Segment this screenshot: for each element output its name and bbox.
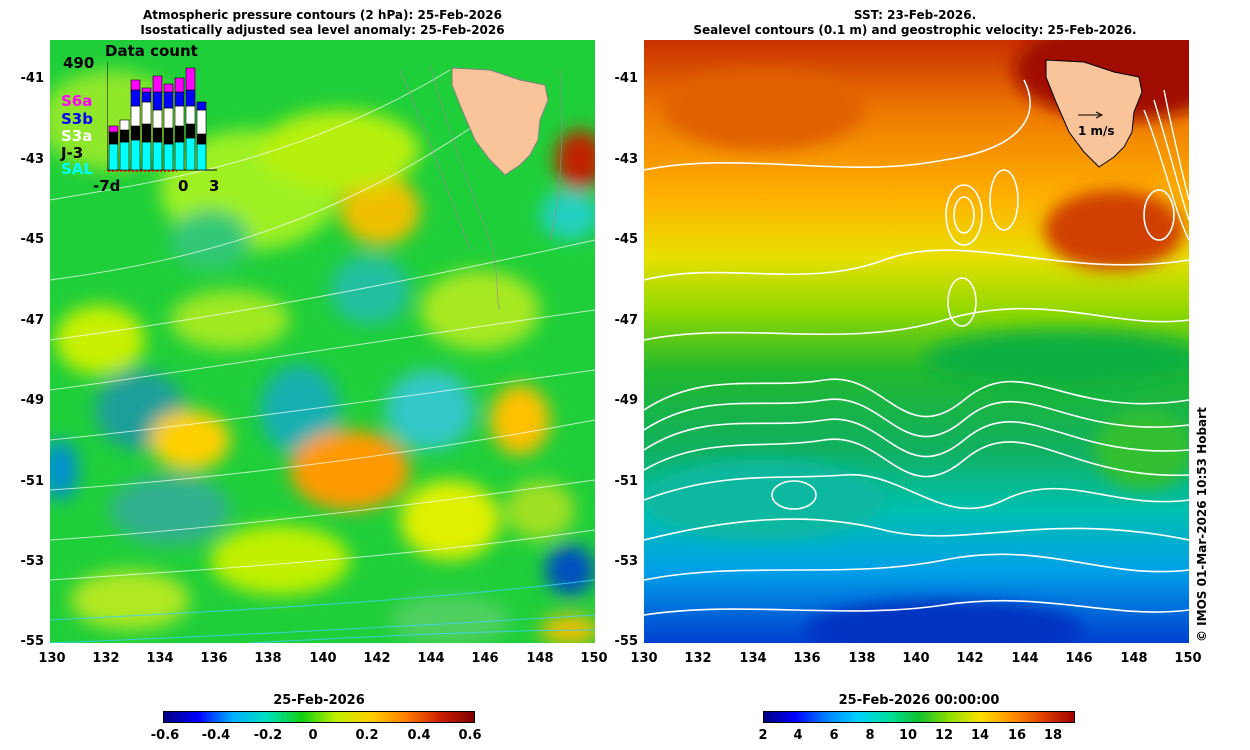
left-title: Atmospheric pressure contours (2 hPa): 2… — [50, 8, 595, 38]
right-cbtick-8: 8 — [865, 728, 875, 743]
left-title-line2: Isostatically adjusted sea level anomaly… — [140, 23, 505, 37]
tasmania-land-sst — [1045, 59, 1143, 168]
left-ytick-41: -41 — [20, 71, 45, 86]
data-count-inset: Data count 490 S6a S3b S3a J-3 SAL -7d 0… — [55, 42, 219, 195]
right-cbtick-2: 2 — [758, 728, 768, 743]
inset-x-label-end: 3 — [209, 177, 220, 195]
left-xtick-140: 140 — [309, 651, 337, 666]
left-cbtick-2: -0.2 — [253, 728, 283, 743]
legend-s3a: S3a — [61, 127, 93, 145]
right-xtick-130: 130 — [630, 651, 658, 666]
right-title-line2: Sealevel contours (0.1 m) and geostrophi… — [693, 23, 1137, 37]
right-cbtick-10: 10 — [898, 728, 918, 743]
legend-sal: SAL — [61, 160, 93, 178]
right-colorbar — [763, 711, 1075, 723]
tasmania-land — [451, 67, 549, 176]
right-title: SST: 23-Feb-2026. Sealevel contours (0.1… — [640, 8, 1190, 38]
left-xtick-142: 142 — [363, 651, 391, 666]
inset-x-label-zero: 0 — [178, 177, 189, 195]
right-cbtick-12: 12 — [934, 728, 954, 743]
right-cbtick-4: 4 — [793, 728, 803, 743]
left-xtick-134: 134 — [146, 651, 174, 666]
right-xtick-146: 146 — [1065, 651, 1093, 666]
right-ytick-43: -43 — [614, 152, 639, 167]
right-xtick-134: 134 — [739, 651, 767, 666]
legend-s3b: S3b — [61, 110, 93, 128]
left-cbtick-5: 0.4 — [407, 728, 431, 743]
left-xtick-144: 144 — [417, 651, 445, 666]
right-xtick-136: 136 — [793, 651, 821, 666]
right-map[interactable]: 1 m/s — [644, 40, 1189, 643]
left-ytick-47: -47 — [20, 313, 45, 328]
left-xtick-136: 136 — [200, 651, 228, 666]
left-ytick-55: -55 — [20, 634, 45, 649]
sst-field — [644, 40, 1189, 643]
legend-j3: J-3 — [61, 144, 84, 162]
left-title-line1: Atmospheric pressure contours (2 hPa): 2… — [143, 8, 502, 22]
right-ytick-51: -51 — [614, 474, 639, 489]
right-xtick-144: 144 — [1011, 651, 1039, 666]
right-title-line1: SST: 23-Feb-2026. — [853, 8, 977, 22]
data-count-histogram — [107, 62, 217, 172]
left-cbtick-6: 0.6 — [458, 728, 482, 743]
left-xtick-130: 130 — [38, 651, 66, 666]
right-colorbar-title: 25-Feb-2026 00:00:00 — [838, 693, 1000, 708]
inset-title: Data count — [105, 42, 198, 60]
left-xtick-146: 146 — [471, 651, 499, 666]
right-ytick-45: -45 — [614, 232, 639, 247]
right-ytick-55: -55 — [614, 634, 639, 649]
right-xtick-150: 150 — [1174, 651, 1202, 666]
right-xtick-142: 142 — [956, 651, 984, 666]
right-ytick-47: -47 — [614, 313, 639, 328]
left-ytick-53: -53 — [20, 554, 45, 569]
legend-s6a: S6a — [61, 92, 93, 110]
imos-credit: © IMOS 01-Mar-2026 10:53 Hobart — [1195, 407, 1209, 642]
right-ytick-53: -53 — [614, 554, 639, 569]
inset-max-label: 490 — [63, 54, 95, 72]
left-cbtick-0: -0.6 — [150, 728, 180, 743]
right-cbtick-16: 16 — [1007, 728, 1027, 743]
left-ytick-51: -51 — [20, 474, 45, 489]
right-ytick-49: -49 — [614, 393, 639, 408]
right-cbtick-6: 6 — [829, 728, 839, 743]
left-xtick-138: 138 — [254, 651, 282, 666]
left-xtick-148: 148 — [526, 651, 554, 666]
right-cbtick-18: 18 — [1043, 728, 1063, 743]
inset-x-label-start: -7d — [93, 177, 121, 195]
left-cbtick-1: -0.4 — [201, 728, 231, 743]
left-ytick-43: -43 — [20, 152, 45, 167]
right-xtick-148: 148 — [1120, 651, 1148, 666]
left-xtick-150: 150 — [580, 651, 608, 666]
right-xtick-140: 140 — [902, 651, 930, 666]
left-colorbar-title: 25-Feb-2026 — [273, 693, 365, 708]
left-ytick-49: -49 — [20, 393, 45, 408]
right-ytick-41: -41 — [614, 71, 639, 86]
right-xtick-138: 138 — [848, 651, 876, 666]
right-xtick-132: 132 — [684, 651, 712, 666]
velocity-scale-label: 1 m/s — [1078, 124, 1115, 138]
left-ytick-45: -45 — [20, 232, 45, 247]
left-xtick-132: 132 — [92, 651, 120, 666]
left-cbtick-4: 0.2 — [355, 728, 379, 743]
left-cbtick-3: 0 — [308, 728, 318, 743]
right-cbtick-14: 14 — [970, 728, 990, 743]
left-colorbar — [163, 711, 475, 723]
